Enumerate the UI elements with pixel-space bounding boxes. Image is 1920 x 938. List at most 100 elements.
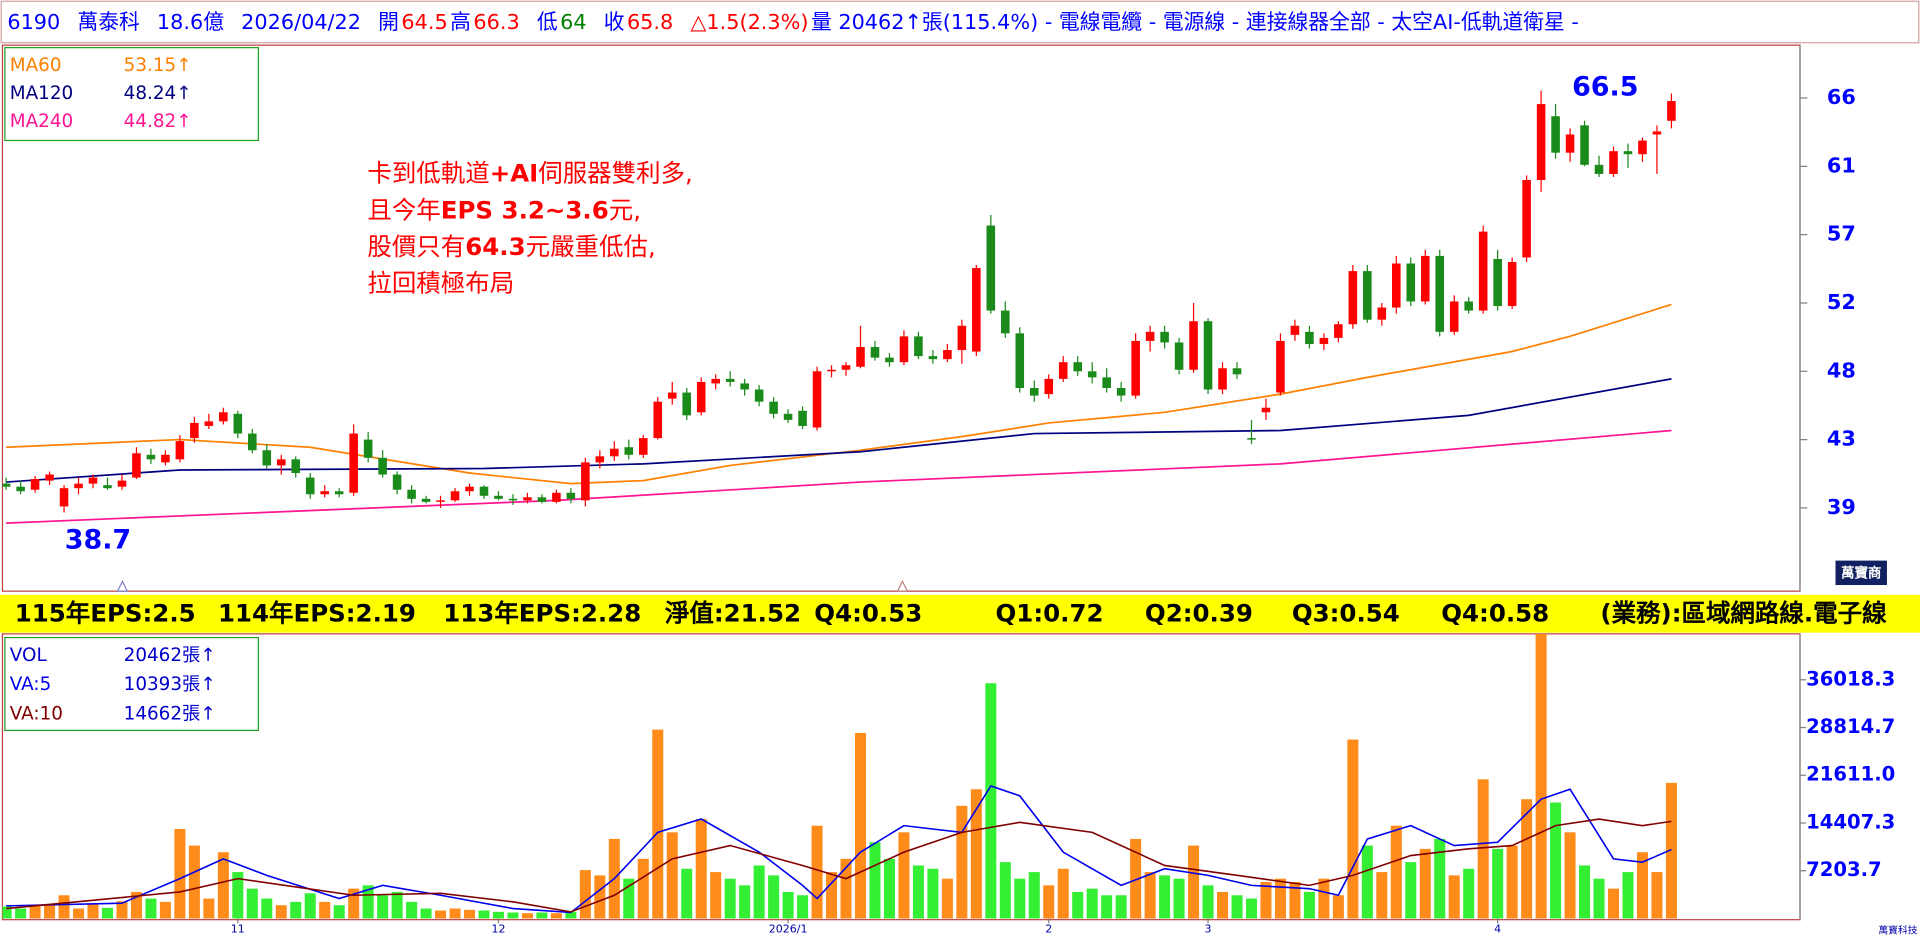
candle-body (566, 492, 576, 499)
volume-bar (58, 895, 70, 919)
volume-bar (406, 901, 418, 919)
volume-bar (101, 907, 113, 919)
candle-body (494, 495, 503, 499)
volume-bar (1448, 875, 1460, 919)
volume-bar (2, 906, 12, 919)
volume-bar (1289, 882, 1301, 919)
volume-bar (1014, 878, 1026, 919)
y-tick-label: 52 (1827, 290, 1856, 314)
legend-name: VA:5 (10, 674, 51, 695)
volume-bar (1202, 885, 1214, 919)
candle-body (914, 336, 923, 357)
candle-body (1131, 340, 1140, 396)
volume-bar (1390, 825, 1402, 919)
candle-body (248, 433, 257, 451)
header-item: 64.5 (401, 10, 447, 34)
volume-bar (261, 898, 273, 919)
volume-bar (159, 901, 171, 919)
annotation-part: 元嚴重低估, (526, 232, 656, 261)
candle-body (972, 268, 981, 352)
y-tick-label: 66 (1827, 85, 1856, 109)
volume-bar (623, 878, 635, 919)
candle-body (1652, 131, 1662, 135)
volume-plot (2, 633, 1677, 919)
annotation: 股價只有64.3元嚴重低估, (367, 232, 655, 261)
va-line (6, 818, 1672, 913)
legend-name: VOL (10, 645, 48, 666)
candle-body (1203, 321, 1213, 390)
header-item: 64 (560, 10, 586, 34)
legend-value: 48.24↑ (124, 83, 192, 104)
header-item: 量 20462↑張(115.4%) - 電線電纜 - 電源線 - 連接線器全部 … (811, 10, 1579, 34)
header: 6190 萬泰科 18.6億 2026/04/22 開 64.5 高 66.3 低 64 收 65.8… (7, 10, 1579, 34)
candle-body (1116, 387, 1126, 396)
legend-name: MA60 (10, 55, 62, 76)
candle-body (1392, 263, 1401, 308)
y-tick-label: 36018.3 (1806, 667, 1895, 690)
x-tick-label: 2 (1045, 922, 1052, 935)
candle-body (1232, 368, 1242, 375)
volume-bar (1072, 891, 1084, 919)
volume-bar (1086, 888, 1098, 919)
volume-bar (290, 901, 302, 919)
volume-bar (362, 885, 374, 919)
volume-bar (826, 872, 838, 919)
candle-body (392, 474, 402, 490)
x-tick-label: 12 (491, 922, 505, 935)
annotation-part: 且今年 (367, 195, 440, 224)
candle-body (957, 325, 967, 351)
volume-bar (435, 910, 447, 919)
volume-bar (1492, 848, 1504, 919)
volume-bar (420, 908, 432, 919)
volume-bar (1651, 872, 1663, 919)
y-tick-label: 21611.0 (1806, 763, 1895, 786)
volume-bar (1579, 865, 1591, 919)
candle-body (190, 422, 199, 439)
candle-body (204, 421, 214, 426)
info-bar (0, 594, 1920, 633)
candle-body (74, 483, 83, 489)
volume-bar (1115, 895, 1127, 919)
candle-body (291, 459, 301, 474)
info-item: 113年EPS:2.28 (443, 598, 641, 627)
volume-bar (87, 903, 99, 919)
volume-bar (1347, 739, 1359, 919)
volume-bar (681, 868, 693, 919)
x-tick-label: 4 (1494, 922, 1501, 935)
candle-body (1102, 377, 1111, 388)
candle-body (349, 433, 358, 493)
volume-bar (174, 829, 186, 919)
volume-bar (840, 858, 852, 919)
y-tick-label: 43 (1827, 427, 1856, 451)
y-tick-label: 14407.3 (1806, 811, 1895, 834)
candle-body (1073, 362, 1082, 372)
volume-bar (1376, 872, 1388, 919)
volume-bar (811, 825, 823, 919)
header-item: 萬泰科 (77, 10, 140, 34)
volume-bar (304, 893, 316, 919)
info-item: Q4:0.58 (1441, 598, 1549, 627)
volume-bar (29, 905, 41, 919)
logo: 萬寶商 (1841, 564, 1881, 581)
candle-body (1363, 271, 1372, 320)
candle-body (1334, 324, 1343, 338)
candle-body (1087, 371, 1097, 378)
candle-body (711, 378, 720, 384)
volume-bar (652, 729, 664, 919)
candle-body (1565, 134, 1575, 153)
low-label: 38.7 (65, 525, 131, 556)
annotation-part: 卡到低軌道 (367, 159, 489, 188)
volume-bar (15, 908, 27, 919)
candle-body (479, 486, 489, 496)
candle-body (161, 454, 170, 463)
volume-bar (710, 872, 722, 919)
legend-value: 53.15↑ (124, 55, 192, 76)
candle-body (1464, 301, 1473, 311)
candle-body (1522, 180, 1531, 258)
y-tick-label: 57 (1827, 222, 1856, 246)
candle-body (783, 413, 793, 420)
volume-bar (782, 891, 794, 919)
volume-bar (116, 901, 128, 919)
